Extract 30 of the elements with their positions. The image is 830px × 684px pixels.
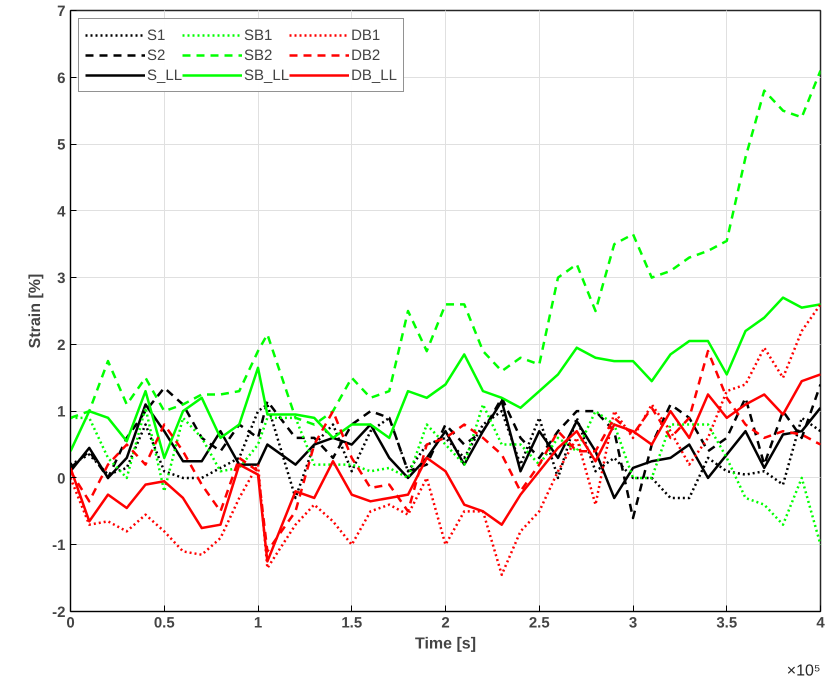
x-tick-label: 4	[816, 614, 826, 632]
legend-label: DB_LL	[351, 66, 397, 84]
y-tick-label: 3	[57, 270, 66, 288]
legend-label: DB1	[351, 26, 380, 44]
x-tick-label: 2	[441, 614, 450, 632]
x-tick-label: 3	[628, 614, 638, 632]
x-tick-label: 3.5	[716, 614, 738, 632]
x-tick-label: 0.5	[154, 614, 175, 632]
legend-label: SB1	[244, 26, 272, 44]
y-tick-label: 1	[57, 404, 66, 421]
y-tick-label: 5	[57, 136, 66, 154]
y-tick-label: -2	[52, 604, 66, 621]
legend-label: S1	[147, 26, 166, 44]
y-tick-label: 6	[57, 70, 66, 87]
legend-label: SB_LL	[244, 66, 290, 84]
y-tick-label: 0	[57, 470, 66, 488]
legend-label: S2	[147, 46, 166, 64]
y-axis-title: Strain [%]	[27, 274, 44, 348]
y-tick-label: -1	[52, 537, 66, 554]
text: ×10⁵	[786, 662, 821, 680]
legend-label: S_LL	[147, 66, 182, 84]
legend-label: SB2	[244, 46, 272, 64]
x-tick-label: 1.5	[341, 614, 362, 632]
x-tick-label: 1	[254, 614, 262, 632]
x-axis-title: Time [s]	[414, 636, 476, 652]
y-tick-label: 2	[57, 336, 66, 354]
y-tick-label: 7	[57, 3, 66, 20]
y-tick-label: 4	[57, 203, 66, 220]
legend-label: DB2	[351, 46, 380, 64]
x-tick-label: 2.5	[528, 614, 550, 632]
